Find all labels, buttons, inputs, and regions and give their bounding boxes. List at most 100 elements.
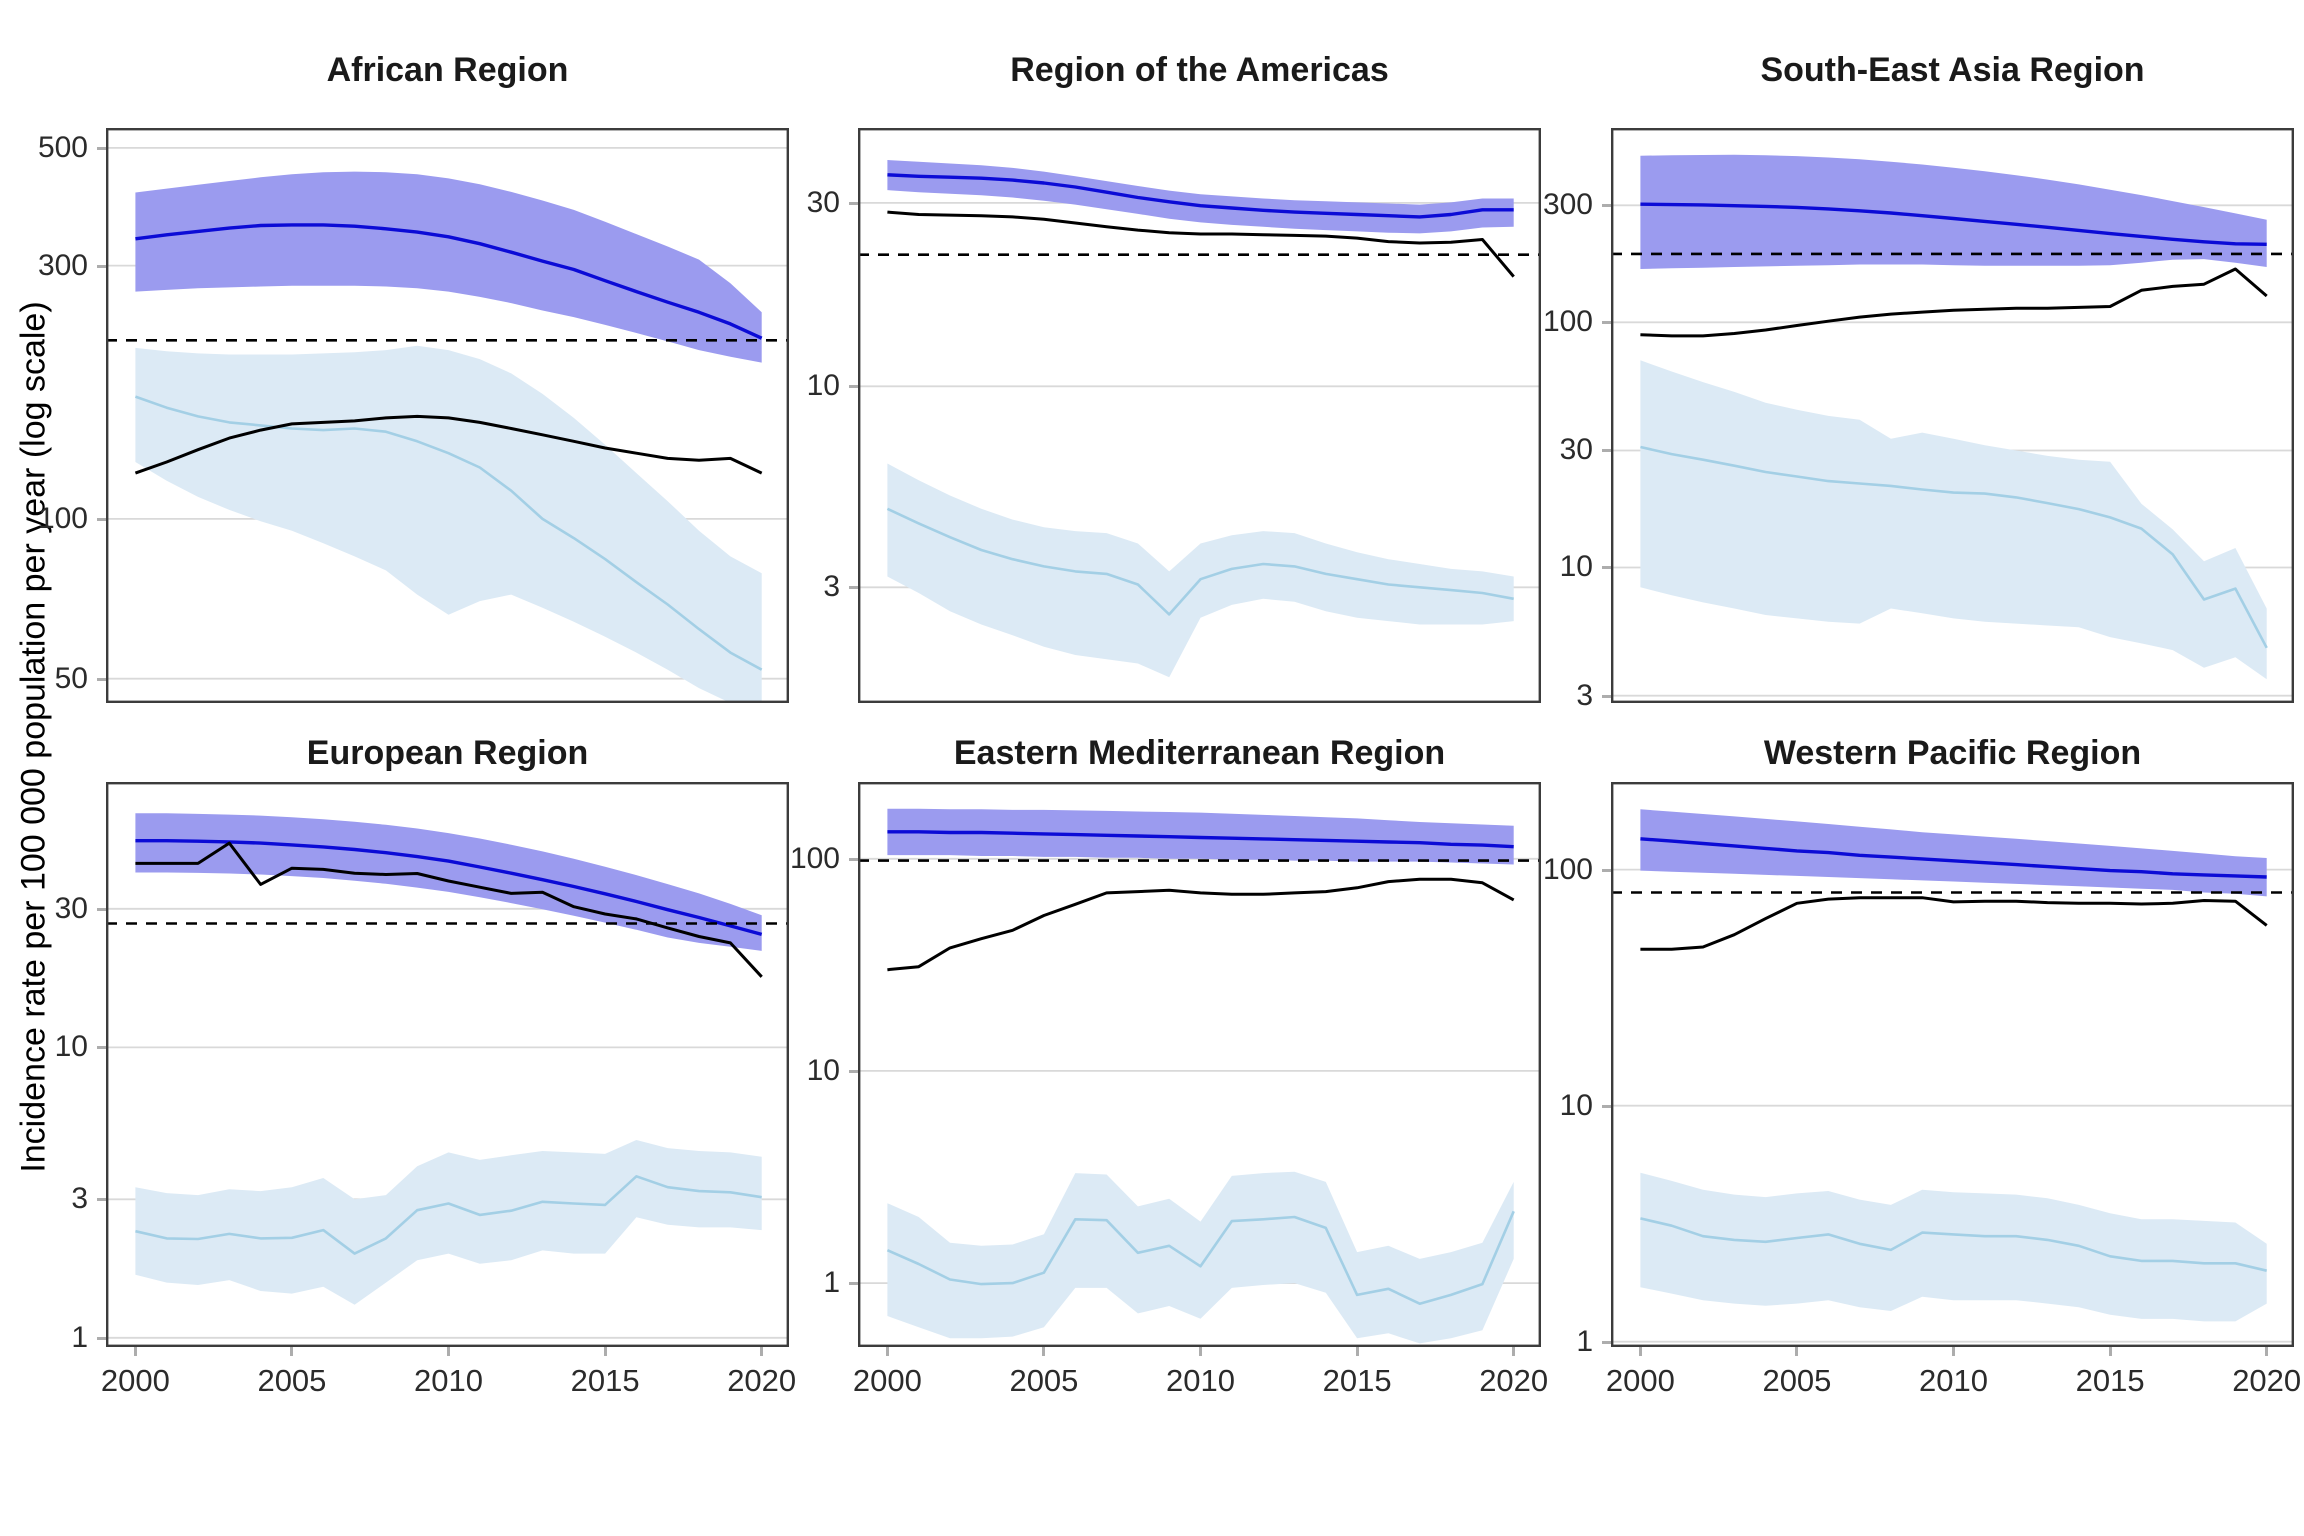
x-tick-mark: [1512, 1347, 1516, 1356]
y-tick-label: 3: [823, 570, 840, 604]
gridlines: [106, 146, 789, 680]
y-tick-mark: [1602, 321, 1611, 325]
notifications-line: [134, 414, 763, 475]
panel-plot: [858, 782, 1541, 1347]
estimated-incidence-uncertainty-ribbon: [135, 813, 762, 951]
y-tick-mark: [97, 1198, 106, 1202]
panel-border: [1611, 128, 2294, 703]
estimated-incidence-line: [887, 830, 1514, 849]
panel-title: South-East Asia Region: [1760, 51, 2145, 89]
estimated-incidence-uncertainty-ribbon: [1640, 809, 2267, 897]
plot-background: [106, 128, 789, 703]
x-tick-label: 2020: [2232, 1363, 2302, 1398]
notifications-line: [1640, 896, 2268, 951]
x-tick-mark: [2265, 1347, 2269, 1356]
y-tick-mark: [849, 385, 858, 389]
y-tick-label: 1: [823, 1266, 840, 1300]
y-tick-mark: [849, 1282, 858, 1286]
estimated-incidence-line: [1640, 202, 2267, 246]
secondary-series-line: [134, 395, 763, 671]
x-tick-mark: [1638, 1347, 1642, 1356]
secondary-uncertainty-ribbon: [1640, 1172, 2267, 1322]
x-tick-label: 2010: [414, 1363, 483, 1398]
panel-title: Western Pacific Region: [1763, 734, 2142, 772]
x-tick-label: 2005: [1762, 1363, 1832, 1398]
y-tick-mark: [1602, 1340, 1611, 1344]
panel-plot: [1611, 782, 2294, 1347]
gridlines: [858, 202, 1541, 589]
x-tick-label: 2000: [1605, 1363, 1675, 1398]
panel-plot: [106, 128, 789, 703]
y-tick-mark: [849, 857, 858, 861]
panel-title: Eastern Mediterranean Region: [953, 734, 1446, 772]
y-tick-label: 300: [37, 248, 88, 282]
estimated-incidence-uncertainty-ribbon: [887, 808, 1514, 865]
panel-plot: [106, 782, 789, 1347]
notifications-line: [887, 210, 1515, 278]
y-tick-mark: [97, 146, 106, 150]
x-tick-mark: [133, 1347, 137, 1356]
y-tick-mark: [1602, 1104, 1611, 1108]
estimated-incidence-line: [887, 173, 1514, 219]
estimated-incidence-uncertainty-ribbon: [135, 171, 762, 363]
panel-title: European Region: [306, 734, 589, 772]
secondary-uncertainty-ribbon: [887, 463, 1514, 678]
x-tick-mark: [760, 1347, 764, 1356]
notifications-line: [887, 877, 1515, 972]
estimated-incidence-line: [1640, 837, 2267, 879]
y-tick-mark: [1602, 694, 1611, 698]
secondary-uncertainty-ribbon: [1640, 360, 2267, 680]
y-tick-mark: [97, 677, 106, 681]
secondary-series-line: [886, 507, 1514, 616]
x-tick-label: 2020: [727, 1363, 797, 1398]
y-tick-label: 100: [1542, 852, 1593, 886]
plot-background: [858, 128, 1541, 703]
x-tick-mark: [885, 1347, 889, 1356]
y-tick-mark: [97, 907, 106, 911]
y-tick-mark: [1602, 566, 1611, 570]
x-tick-label: 2015: [2075, 1363, 2145, 1398]
panel-border: [106, 128, 789, 703]
secondary-uncertainty-ribbon: [135, 345, 762, 703]
gridlines: [1611, 868, 2294, 1343]
y-tick-label: 10: [1559, 550, 1593, 584]
x-tick-mark: [447, 1347, 451, 1356]
y-axis-title: Incidence rate per 100 000 population pe…: [14, 301, 53, 1173]
y-tick-label: 500: [37, 130, 88, 164]
gridlines: [858, 857, 1541, 1285]
panel-border: [858, 782, 1541, 1347]
gridlines: [106, 907, 789, 1339]
panel-border: [858, 128, 1541, 703]
plot-background: [106, 782, 789, 1347]
x-tick-label: 2015: [570, 1363, 640, 1398]
plot-background: [1611, 128, 2294, 703]
estimated-incidence-line: [135, 839, 763, 937]
y-tick-label: 3: [1576, 678, 1593, 712]
panel-title: African Region: [326, 51, 569, 89]
x-tick-mark: [1355, 1347, 1359, 1356]
x-tick-mark: [2108, 1347, 2112, 1356]
secondary-uncertainty-ribbon: [135, 1140, 762, 1305]
gridlines: [1611, 204, 2294, 697]
secondary-series-line: [135, 1175, 762, 1255]
y-tick-mark: [849, 1069, 858, 1073]
x-tick-label: 2015: [1322, 1363, 1392, 1398]
y-tick-label: 1: [71, 1320, 88, 1354]
x-tick-label: 2010: [1166, 1363, 1235, 1398]
x-tick-mark: [1199, 1347, 1203, 1356]
panel-border: [106, 782, 789, 1347]
notifications-line: [135, 841, 763, 978]
plot-background: [858, 782, 1541, 1347]
y-tick-mark: [97, 517, 106, 521]
x-tick-mark: [1795, 1347, 1799, 1356]
y-tick-mark: [97, 1336, 106, 1340]
x-tick-label: 2010: [1919, 1363, 1988, 1398]
x-tick-label: 2020: [1479, 1363, 1549, 1398]
y-tick-label: 100: [789, 841, 840, 875]
